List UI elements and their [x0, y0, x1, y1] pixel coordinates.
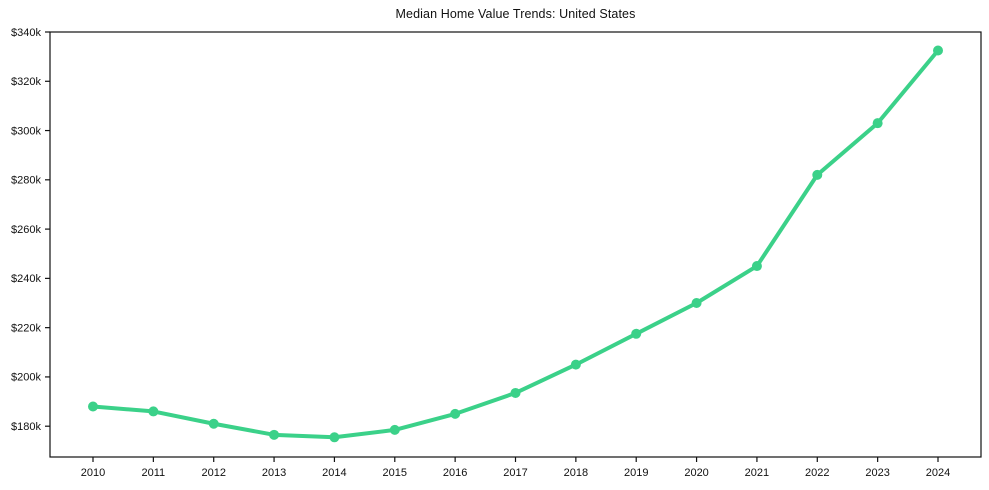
data-point-2012: [208, 418, 219, 429]
y-tick-label: $280k: [11, 175, 41, 187]
y-tick-label: $180k: [11, 421, 41, 433]
x-tick-label: 2022: [805, 467, 829, 479]
x-tick-label: 2012: [201, 467, 225, 479]
data-point-2021: [751, 261, 762, 272]
x-tick-label: 2019: [624, 467, 648, 479]
data-point-2017: [510, 387, 521, 398]
y-tick-label: $240k: [11, 273, 41, 285]
data-point-2011: [148, 406, 159, 417]
chart-title: Median Home Value Trends: United States: [395, 7, 636, 21]
x-tick-label: 2016: [443, 467, 467, 479]
x-tick-label: 2020: [684, 467, 708, 479]
x-tick-label: 2023: [865, 467, 889, 479]
x-tick-label: 2021: [745, 467, 769, 479]
data-point-2019: [631, 328, 642, 339]
data-point-2022: [812, 169, 823, 180]
x-tick-label: 2011: [142, 467, 166, 479]
y-tick-label: $200k: [11, 372, 41, 384]
x-tick-label: 2014: [322, 467, 346, 479]
data-point-2015: [389, 424, 400, 435]
data-point-2023: [872, 118, 883, 129]
x-tick-label: 2017: [503, 467, 527, 479]
data-point-2014: [329, 432, 340, 443]
y-tick-label: $300k: [11, 125, 41, 137]
data-point-2020: [691, 298, 702, 309]
y-tick-label: $320k: [11, 76, 41, 88]
x-tick-label: 2010: [81, 467, 105, 479]
x-tick-label: 2018: [564, 467, 588, 479]
data-point-2024: [933, 45, 943, 56]
x-tick-label: 2024: [926, 467, 950, 479]
y-tick-label: $220k: [11, 322, 41, 334]
data-point-2018: [570, 359, 581, 370]
y-tick-label: $340k: [11, 27, 41, 39]
x-tick-label: 2013: [262, 467, 286, 479]
data-point-2016: [450, 408, 461, 419]
data-point-2010: [88, 401, 98, 412]
y-tick-label: $260k: [11, 224, 41, 236]
series-line: [91, 48, 940, 440]
x-tick-label: 2015: [383, 467, 407, 479]
data-point-2013: [269, 429, 280, 440]
